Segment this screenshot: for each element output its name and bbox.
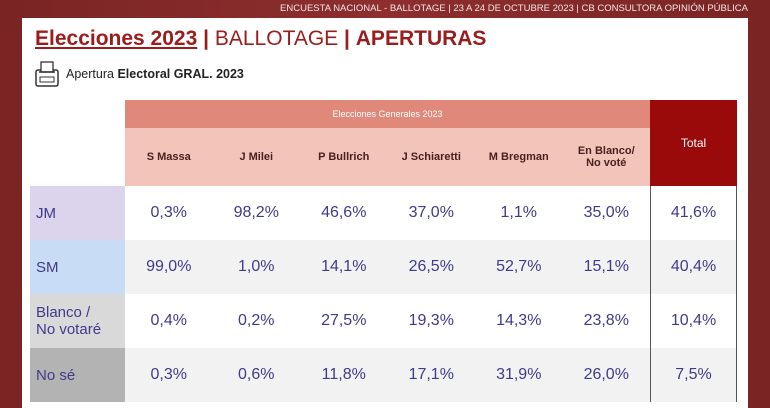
title-section: BALLOTAGE <box>214 27 339 50</box>
row-label-line: No sé <box>36 366 76 384</box>
title-separator: | <box>203 27 210 50</box>
cell-value: 23,8% <box>583 312 629 329</box>
column-header: S Massa <box>125 128 213 186</box>
subtitle-prefix: Apertura <box>66 67 114 81</box>
title-subsection: APERTURAS <box>355 27 487 50</box>
row-background <box>125 348 650 402</box>
cell-value: 14,1% <box>321 258 367 275</box>
title: Elecciones 2023 | BALLOTAGE | APERTURAS <box>35 27 486 51</box>
cell-value: 0,2% <box>238 312 275 329</box>
total-value: 10,4% <box>650 294 737 348</box>
total-value: 41,6% <box>650 186 737 240</box>
row-label: No sé <box>30 348 125 402</box>
title-main: Elecciones 2023 <box>35 27 198 50</box>
row-label-line: No votaré <box>36 321 102 338</box>
cell-value: 35,0% <box>583 204 629 221</box>
group-header: Elecciones Generales 2023 <box>125 100 650 128</box>
row-label: Blanco / No votaré <box>30 294 125 348</box>
row-background <box>125 240 650 294</box>
ballot-icon <box>35 61 59 87</box>
cell-value: 15,1% <box>583 258 629 275</box>
total-value: 7,5% <box>650 348 737 402</box>
cell-value: 46,6% <box>321 204 367 221</box>
cell-value: 0,3% <box>150 366 187 383</box>
column-header-line: No voté <box>586 157 627 169</box>
column-header: En Blanco/No voté <box>562 128 650 186</box>
column-header-line: S Massa <box>146 151 191 163</box>
column-header-line: J Schiaretti <box>401 151 461 163</box>
cell-value: 37,0% <box>408 204 454 221</box>
column-header-line: En Blanco/ <box>577 145 635 157</box>
cell-value: 11,8% <box>321 366 366 383</box>
card: Elecciones 2023 | BALLOTAGE | APERTURAS … <box>22 18 748 408</box>
cell-value: 1,0% <box>238 258 275 275</box>
column-header-line: M Bregman <box>488 151 549 163</box>
cell-value: 19,3% <box>408 312 454 329</box>
total-value: 40,4% <box>650 240 737 294</box>
subtitle-emphasis: Electoral GRAL. 2023 <box>117 67 244 81</box>
cell-value: 0,4% <box>150 312 187 329</box>
total-header: Total <box>650 100 737 186</box>
column-header-line: P Bullrich <box>318 151 370 163</box>
cell-value: 17,1% <box>408 366 454 383</box>
subtitle: Apertura Electoral GRAL. 2023 <box>66 67 244 81</box>
column-header: M Bregman <box>475 128 563 186</box>
row-label-line: SM <box>36 258 59 276</box>
column-header: J Schiaretti <box>387 128 475 186</box>
column-header: J Milei <box>212 128 300 186</box>
cell-value: 1,1% <box>500 204 537 221</box>
cell-value: 98,2% <box>233 204 279 221</box>
cell-value: 0,3% <box>150 204 187 221</box>
title-separator: | <box>344 27 350 50</box>
cell-value: 14,3% <box>496 312 542 329</box>
cell-value: 26,0% <box>583 366 629 383</box>
column-header-line: J Milei <box>239 151 274 163</box>
cell-value: 31,9% <box>496 366 542 383</box>
cell-value: 26,5% <box>408 258 454 275</box>
row-label-line: JM <box>36 204 56 222</box>
row-label: JM <box>30 186 125 240</box>
cell-value: 27,5% <box>321 312 367 329</box>
cell-value: 99,0% <box>146 258 192 275</box>
banner: ENCUESTA NACIONAL - BALLOTAGE | 23 A 24 … <box>280 3 748 14</box>
cell-value: 52,7% <box>496 258 542 275</box>
row-background <box>125 294 650 348</box>
column-header: P Bullrich <box>300 128 388 186</box>
cell-value: 0,6% <box>238 366 275 383</box>
row-background <box>125 186 650 240</box>
row-label: SM <box>30 240 125 294</box>
row-label-line: Blanco / <box>36 304 91 321</box>
